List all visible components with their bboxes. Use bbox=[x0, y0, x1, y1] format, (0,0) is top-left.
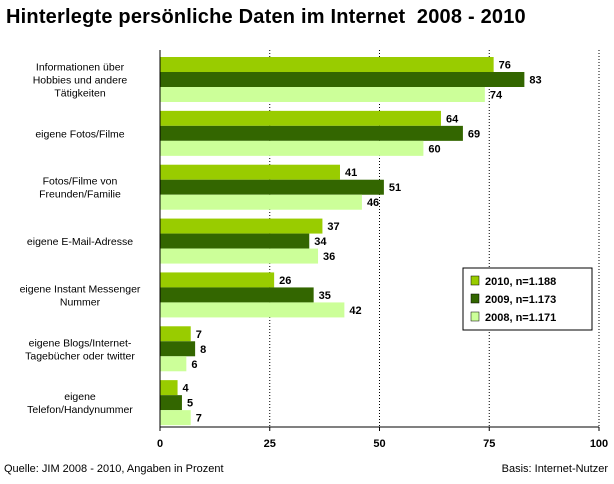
bar-0-0 bbox=[160, 57, 494, 72]
x-tick-label-0: 0 bbox=[157, 438, 163, 450]
category-label-5-1: Tagebücher oder twitter bbox=[25, 350, 135, 362]
bar-5-2 bbox=[160, 356, 187, 372]
bar-1-0 bbox=[160, 110, 441, 126]
legend-label-0: 2010, n=1.188 bbox=[485, 276, 556, 288]
category-label-0-0: Informationen über bbox=[36, 62, 125, 74]
data-label-3-2: 36 bbox=[323, 251, 335, 263]
bar-6-0 bbox=[160, 380, 178, 396]
bar-3-1 bbox=[160, 233, 310, 249]
category-label-0-1: Hobbies und andere bbox=[33, 75, 128, 87]
data-label-6-2: 7 bbox=[196, 413, 202, 425]
category-label-1-0: eigene Fotos/Filme bbox=[35, 128, 124, 140]
bar-3-0 bbox=[160, 218, 323, 234]
data-label-0-2: 74 bbox=[490, 90, 503, 102]
x-tick-label-50: 50 bbox=[373, 438, 385, 450]
source-note: Quelle: JIM 2008 - 2010, Angaben in Proz… bbox=[4, 463, 224, 475]
data-label-4-0: 26 bbox=[279, 275, 291, 287]
data-label-5-0: 7 bbox=[196, 329, 202, 341]
category-label-3-0: eigene E-Mail-Adresse bbox=[27, 236, 133, 248]
bar-0-2 bbox=[160, 87, 485, 102]
data-label-1-2: 60 bbox=[428, 143, 440, 155]
legend-swatch-2 bbox=[470, 311, 480, 322]
bar-4-1 bbox=[160, 287, 314, 303]
data-label-2-1: 51 bbox=[389, 182, 401, 194]
data-label-2-2: 46 bbox=[367, 197, 379, 209]
data-label-1-0: 64 bbox=[446, 113, 459, 125]
x-tick-label-75: 75 bbox=[483, 438, 495, 450]
category-label-4-1: Nummer bbox=[60, 296, 101, 308]
data-label-2-0: 41 bbox=[345, 167, 357, 179]
category-label-5-0: eigene Blogs/Internet- bbox=[29, 337, 132, 349]
bar-1-1 bbox=[160, 125, 463, 141]
bar-2-2 bbox=[160, 194, 362, 210]
bar-4-2 bbox=[160, 302, 345, 318]
data-label-0-0: 76 bbox=[499, 60, 511, 72]
data-label-1-1: 69 bbox=[468, 128, 480, 140]
legend-swatch-1 bbox=[470, 293, 480, 304]
data-label-3-1: 34 bbox=[314, 236, 327, 248]
bar-5-0 bbox=[160, 326, 191, 342]
data-label-4-1: 35 bbox=[319, 290, 331, 302]
category-label-2-1: Freunden/Familie bbox=[39, 189, 121, 201]
legend-label-2: 2008, n=1.171 bbox=[485, 312, 556, 324]
bar-2-0 bbox=[160, 164, 340, 180]
data-label-4-2: 42 bbox=[349, 305, 361, 317]
bar-6-2 bbox=[160, 410, 191, 426]
category-label-2-0: Fotos/Filme von bbox=[43, 176, 118, 188]
x-tick-label-100: 100 bbox=[590, 438, 608, 450]
category-label-6-1: Telefon/Handynummer bbox=[27, 404, 133, 416]
category-label-0-2: Tätigkeiten bbox=[54, 88, 106, 100]
bar-4-0 bbox=[160, 272, 275, 288]
bar-1-2 bbox=[160, 140, 424, 156]
basis-note: Basis: Internet-Nutzer bbox=[501, 463, 608, 475]
data-label-0-1: 83 bbox=[529, 75, 541, 87]
bar-5-1 bbox=[160, 341, 196, 357]
bar-2-1 bbox=[160, 179, 384, 195]
legend-swatch-0 bbox=[470, 275, 480, 286]
data-label-6-1: 5 bbox=[187, 398, 193, 410]
legend-label-1: 2009, n=1.173 bbox=[485, 294, 556, 306]
data-label-6-0: 4 bbox=[183, 383, 190, 395]
category-label-6-0: eigene bbox=[64, 391, 96, 403]
legend bbox=[462, 267, 593, 331]
bar-6-1 bbox=[160, 395, 182, 411]
category-label-4-0: eigene Instant Messenger bbox=[20, 283, 141, 295]
data-label-5-1: 8 bbox=[200, 344, 206, 356]
data-label-3-0: 37 bbox=[327, 221, 339, 233]
x-tick-label-25: 25 bbox=[264, 438, 276, 450]
data-label-5-2: 6 bbox=[191, 359, 197, 371]
bar-3-2 bbox=[160, 248, 319, 264]
bar-0-1 bbox=[160, 72, 525, 87]
chart-title: Hinterlegte persönliche Daten im Interne… bbox=[6, 6, 526, 28]
